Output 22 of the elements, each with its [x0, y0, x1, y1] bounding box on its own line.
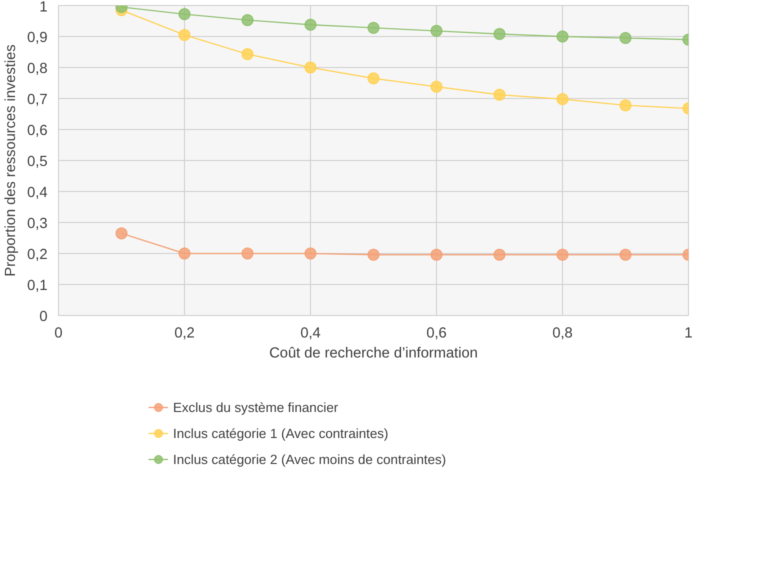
x-axis-title: Coût de recherche d’information [269, 346, 478, 362]
y-tick-label: 0,3 [27, 216, 48, 232]
y-tick-label: 0,6 [27, 123, 48, 139]
x-tick-label: 0,4 [300, 326, 321, 342]
y-tick-label: 0,5 [27, 154, 48, 170]
y-tick-label: 0,1 [27, 278, 48, 294]
legend-label: Inclus catégorie 1 (Avec contraintes) [173, 426, 388, 440]
y-tick-label: 0 [39, 309, 48, 325]
y-tick-label: 0,2 [27, 247, 48, 263]
y-tick-label: 0,9 [27, 30, 48, 46]
y-tick-label: 0,4 [27, 185, 48, 201]
legend-label: Inclus catégorie 2 (Avec moins de contraintes) [173, 452, 446, 466]
x-tick-label: 0,2 [174, 326, 195, 342]
y-tick-label: 0,7 [27, 92, 48, 108]
legend-label: Exclus du système financier [173, 400, 338, 414]
y-tick-label: 1 [39, 0, 48, 16]
x-tick-label: 0,6 [426, 326, 447, 342]
y-tick-label: 0,8 [27, 61, 48, 77]
y-axis-title: Proportion des ressources investies [3, 44, 20, 277]
x-tick-label: 0,8 [552, 326, 573, 342]
x-tick-label: 1 [684, 326, 693, 342]
x-tick-label: 0 [54, 326, 63, 342]
